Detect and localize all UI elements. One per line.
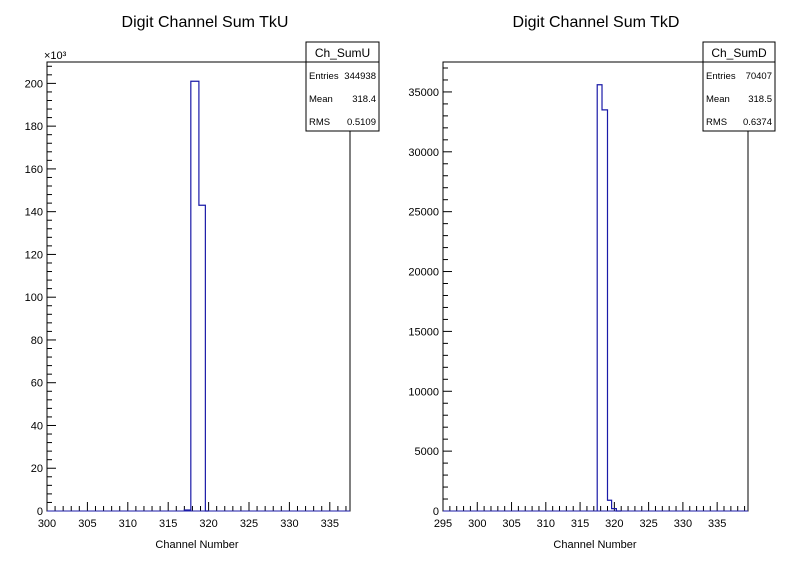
y-tick-label-left: 0 bbox=[37, 506, 43, 518]
y-tick-label-right: 25000 bbox=[408, 207, 439, 219]
stats-box-left: Ch_SumU Entries 344938 Mean 318.4 RMS 0.5109 bbox=[305, 41, 380, 132]
stats-row-value: 318.5 bbox=[748, 94, 772, 105]
histogram-line-left bbox=[183, 80, 209, 512]
stats-row-label: RMS bbox=[309, 117, 330, 128]
stats-row-label: Mean bbox=[706, 94, 730, 105]
x-tick-label-right: 295 bbox=[434, 518, 452, 530]
stats-row-label: Entries bbox=[706, 71, 736, 82]
x-tick-label-left: 320 bbox=[199, 518, 217, 530]
x-tick-label-left: 335 bbox=[321, 518, 339, 530]
histogram-line-right bbox=[596, 84, 622, 512]
stats-row-value: 70407 bbox=[746, 71, 772, 82]
y-tick-label-right: 20000 bbox=[408, 267, 439, 279]
y-tick-label-right: 0 bbox=[433, 506, 439, 518]
y-tick-label-right: 5000 bbox=[415, 446, 439, 458]
histogram-left: 300 305 310 315 320 325 330 335 0 20 40 60 80 100 120 1… bbox=[25, 41, 380, 530]
x-tick-label-left: 305 bbox=[78, 518, 96, 530]
plot-frame-right bbox=[442, 61, 749, 512]
y-multiplier-label: ×10³ bbox=[44, 50, 67, 62]
x-tick-label-left: 300 bbox=[38, 518, 56, 530]
x-tick-label-left: 325 bbox=[240, 518, 258, 530]
stats-box-name: Ch_SumD bbox=[711, 46, 767, 60]
y-tick-label-left: 180 bbox=[25, 121, 43, 133]
x-tick-label-left: 315 bbox=[159, 518, 177, 530]
chart-title-right: Digit Channel Sum TkD bbox=[513, 14, 680, 31]
y-tick-label-right: 10000 bbox=[408, 386, 439, 398]
x-tick-label-right: 305 bbox=[502, 518, 520, 530]
stats-row-value: 0.6374 bbox=[743, 117, 772, 128]
panel-right: Digit Channel Sum TkD Channel Number bbox=[513, 14, 680, 551]
y-tick-label-left: 80 bbox=[31, 335, 43, 347]
y-tick-label-left: 40 bbox=[31, 420, 43, 432]
y-tick-label-left: 60 bbox=[31, 378, 43, 390]
y-tick-label-left: 100 bbox=[25, 292, 43, 304]
y-tick-label-left: 160 bbox=[25, 164, 43, 176]
x-tick-label-right: 330 bbox=[674, 518, 692, 530]
y-tick-label-right: 35000 bbox=[408, 87, 439, 99]
x-tick-label-right: 310 bbox=[537, 518, 555, 530]
y-tick-label-left: 120 bbox=[25, 249, 43, 261]
stats-box-frame bbox=[305, 41, 380, 132]
x-tick-label-right: 335 bbox=[708, 518, 726, 530]
stats-row-label: RMS bbox=[706, 117, 727, 128]
x-tick-label-right: 325 bbox=[639, 518, 657, 530]
histogram-right: 295 300 305 310 315 320 325 330 335 0 5000 10000 150… bbox=[408, 41, 776, 530]
x-tick-label-right: 300 bbox=[468, 518, 486, 530]
stats-row-label: Entries bbox=[309, 71, 339, 82]
stats-row-label: Mean bbox=[309, 94, 333, 105]
stats-box-frame bbox=[702, 41, 776, 132]
stats-row-value: 344938 bbox=[344, 71, 376, 82]
stats-row-value: 318.4 bbox=[352, 94, 376, 105]
x-axis-label-left: Channel Number bbox=[155, 539, 238, 551]
x-tick-label-left: 330 bbox=[280, 518, 298, 530]
y-tick-label-left: 20 bbox=[31, 463, 43, 475]
y-tick-label-left: 140 bbox=[25, 207, 43, 219]
y-tick-label-left: 200 bbox=[25, 78, 43, 90]
x-axis-label-right: Channel Number bbox=[553, 539, 636, 551]
stats-row-value: 0.5109 bbox=[347, 117, 376, 128]
panel-left: Digit Channel Sum TkU Channel Number ×10… bbox=[44, 14, 288, 551]
chart-marks: 300 305 310 315 320 325 330 335 0 20 40 60 80 100 120 1… bbox=[25, 41, 776, 530]
stats-box-right: Ch_SumD Entries 70407 Mean 318.5 RMS 0.6374 bbox=[702, 41, 776, 132]
x-tick-label-right: 315 bbox=[571, 518, 589, 530]
y-tick-label-right: 30000 bbox=[408, 147, 439, 159]
x-tick-label-right: 320 bbox=[605, 518, 623, 530]
chart-title-left: Digit Channel Sum TkU bbox=[122, 14, 289, 31]
x-tick-label-left: 310 bbox=[119, 518, 137, 530]
stats-box-name: Ch_SumU bbox=[315, 46, 370, 60]
y-tick-label-right: 15000 bbox=[408, 326, 439, 338]
